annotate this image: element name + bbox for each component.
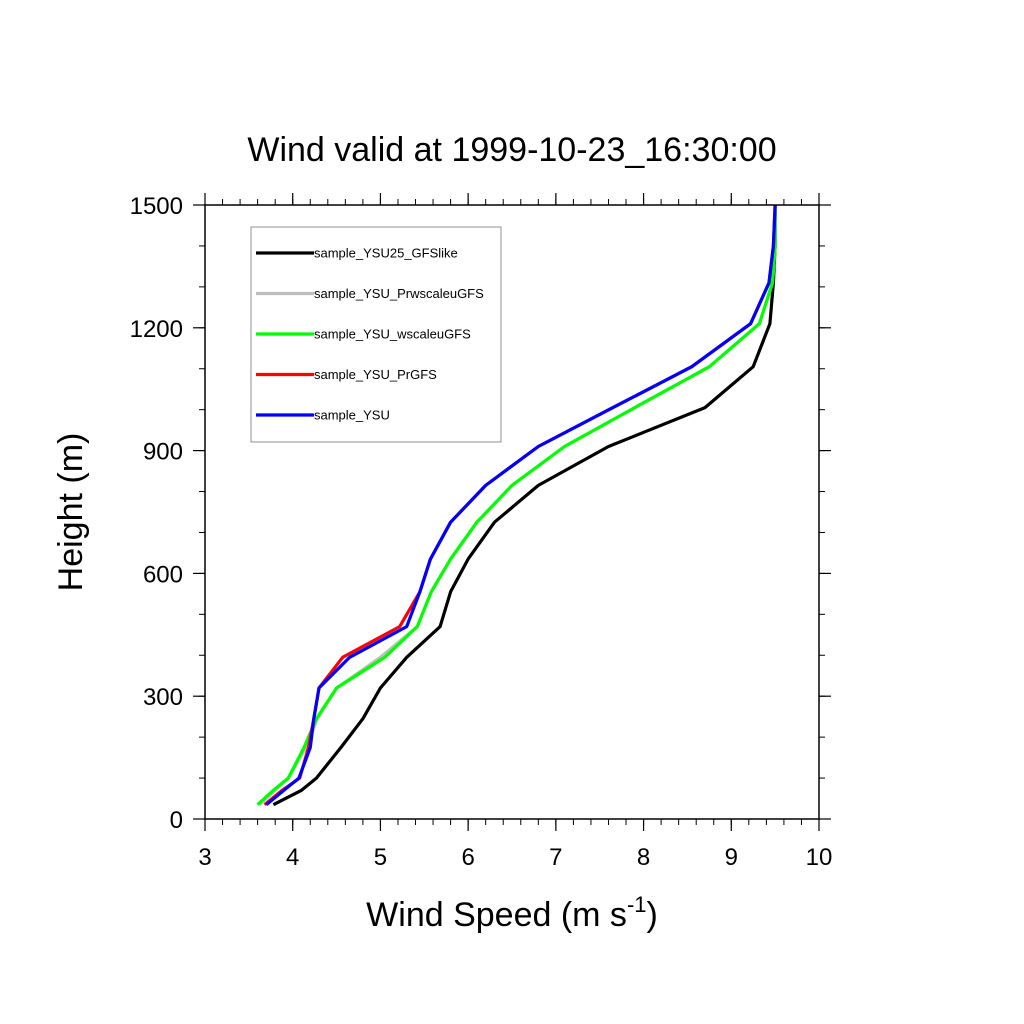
x-tick-label: 5 — [374, 844, 387, 871]
x-tick-label: 4 — [286, 844, 299, 871]
x-tick-label: 10 — [806, 844, 833, 871]
legend-label: sample_YSU_PrwscaleuGFS — [314, 286, 484, 301]
x-tick-label: 8 — [637, 844, 650, 871]
tick-labels: 3 4 5 6 7 8 9 10 0 300 600 900 1200 1500 — [130, 193, 833, 871]
x-tick-label: 6 — [461, 844, 474, 871]
axis-ticks — [193, 193, 831, 831]
x-axis-label: Wind Speed (m s-1) — [366, 892, 658, 934]
y-tick-label: 0 — [170, 807, 183, 834]
legend-label: sample_YSU_wscaleuGFS — [314, 327, 471, 342]
x-tick-label: 9 — [725, 844, 738, 871]
legend: sample_YSU25_GFSlike sample_YSU_Prwscaleu… — [250, 226, 502, 443]
x-axis-label-superscript: -1 — [627, 892, 647, 917]
series-line-3 — [256, 205, 777, 806]
series-line-5 — [265, 204, 777, 806]
y-tick-label: 300 — [143, 684, 183, 711]
x-axis-label-close: ) — [647, 896, 658, 934]
legend-items: sample_YSU25_GFSlike sample_YSU_Prwscaleu… — [256, 246, 484, 423]
y-axis-label: Height (m) — [52, 433, 90, 592]
x-tick-label: 7 — [549, 844, 562, 871]
y-tick-label: 900 — [143, 439, 183, 466]
legend-label: sample_YSU — [314, 408, 390, 423]
series-line-1 — [272, 205, 777, 807]
legend-label: sample_YSU_PrGFS — [314, 367, 437, 382]
chart-title: Wind valid at 1999-10-23_16:30:00 — [247, 131, 776, 169]
x-tick-label: 3 — [198, 844, 211, 871]
y-tick-label: 1200 — [130, 316, 183, 343]
legend-label: sample_YSU25_GFSlike — [314, 246, 458, 261]
data-series — [256, 204, 777, 807]
y-tick-label: 600 — [143, 561, 183, 588]
plot-frame — [204, 204, 820, 820]
y-tick-label: 1500 — [130, 193, 183, 220]
